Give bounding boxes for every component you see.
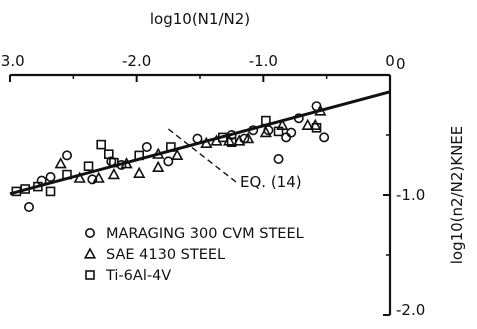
triangle-point [200, 136, 213, 148]
triangle-point [259, 125, 273, 138]
square-point [33, 181, 43, 192]
legend-square-icon [85, 270, 95, 280]
triangle-point [107, 167, 121, 180]
legend-label: MARAGING 300 CVM STEEL [106, 226, 304, 242]
x-tick-label: 0 [385, 52, 395, 70]
x-tick-label: -3.0 [0, 52, 25, 70]
square-point [134, 150, 144, 161]
legend-label: SAE 4130 STEEL [106, 247, 225, 263]
triangle-point [92, 171, 105, 183]
circle-point [87, 174, 98, 185]
circle-point [61, 150, 72, 161]
square-point [62, 169, 72, 180]
annotation-label: EQ. (14) [240, 173, 302, 191]
circle-point [293, 113, 304, 124]
legend-circle-icon [85, 228, 96, 239]
y-axis-title: log10(n2/N2)KNEE [448, 126, 466, 265]
square-point [45, 186, 56, 197]
circle-point [319, 132, 330, 143]
circle-point [286, 127, 297, 138]
square-point [109, 157, 119, 168]
legend-triangle-icon [83, 247, 97, 259]
circle-point [45, 172, 56, 183]
circle-point [273, 154, 284, 165]
x-tick-label: -2.0 [122, 52, 151, 70]
annotation-leader [167, 128, 237, 183]
triangle-point [233, 134, 246, 146]
y-tick-label: -2.0 [396, 301, 425, 319]
legend-label: Ti-6Al-4V [105, 268, 171, 284]
square-point [218, 132, 228, 143]
circle-point [141, 142, 152, 153]
x-tick-label: -1.0 [249, 52, 278, 70]
data-points [11, 101, 330, 213]
y-axis: 0 -1.0 -2.0 log10(n2/N2)KNEE [383, 55, 466, 319]
series-circle [23, 101, 330, 213]
circle-point [106, 156, 117, 167]
square-point [273, 126, 284, 137]
triangle-point [301, 118, 314, 130]
triangle-point [120, 157, 133, 169]
square-point [20, 184, 31, 194]
triangle-point [314, 104, 327, 116]
x-axis-title: log10(N1/N2) [150, 10, 250, 28]
x-axis: -3.0 -2.0 -1.0 0 log10(N1/N2) [0, 10, 395, 82]
triangle-point [171, 148, 184, 160]
circle-point [163, 156, 174, 167]
circle-point [248, 125, 259, 136]
y-tick-label: -1.0 [396, 186, 425, 204]
y-tick-label: 0 [396, 55, 406, 73]
circle-point [192, 133, 203, 144]
triangle-point [133, 166, 146, 178]
square-point [83, 161, 94, 171]
square-point [166, 142, 176, 152]
triangle-point [241, 131, 255, 144]
square-point [226, 137, 237, 147]
square-point [11, 186, 22, 197]
square-point [311, 123, 322, 133]
circle-point [23, 202, 34, 213]
series-square [11, 115, 322, 197]
legend: MARAGING 300 CVM STEEL SAE 4130 STEEL Ti-6… [83, 226, 304, 284]
triangle-point [73, 171, 86, 183]
square-point [96, 139, 106, 150]
triangle-point [152, 147, 165, 159]
annotation: EQ. (14) [167, 128, 302, 191]
square-point [261, 115, 271, 126]
triangle-point [152, 160, 165, 172]
triangle-point [54, 157, 67, 169]
square-point [104, 149, 114, 159]
